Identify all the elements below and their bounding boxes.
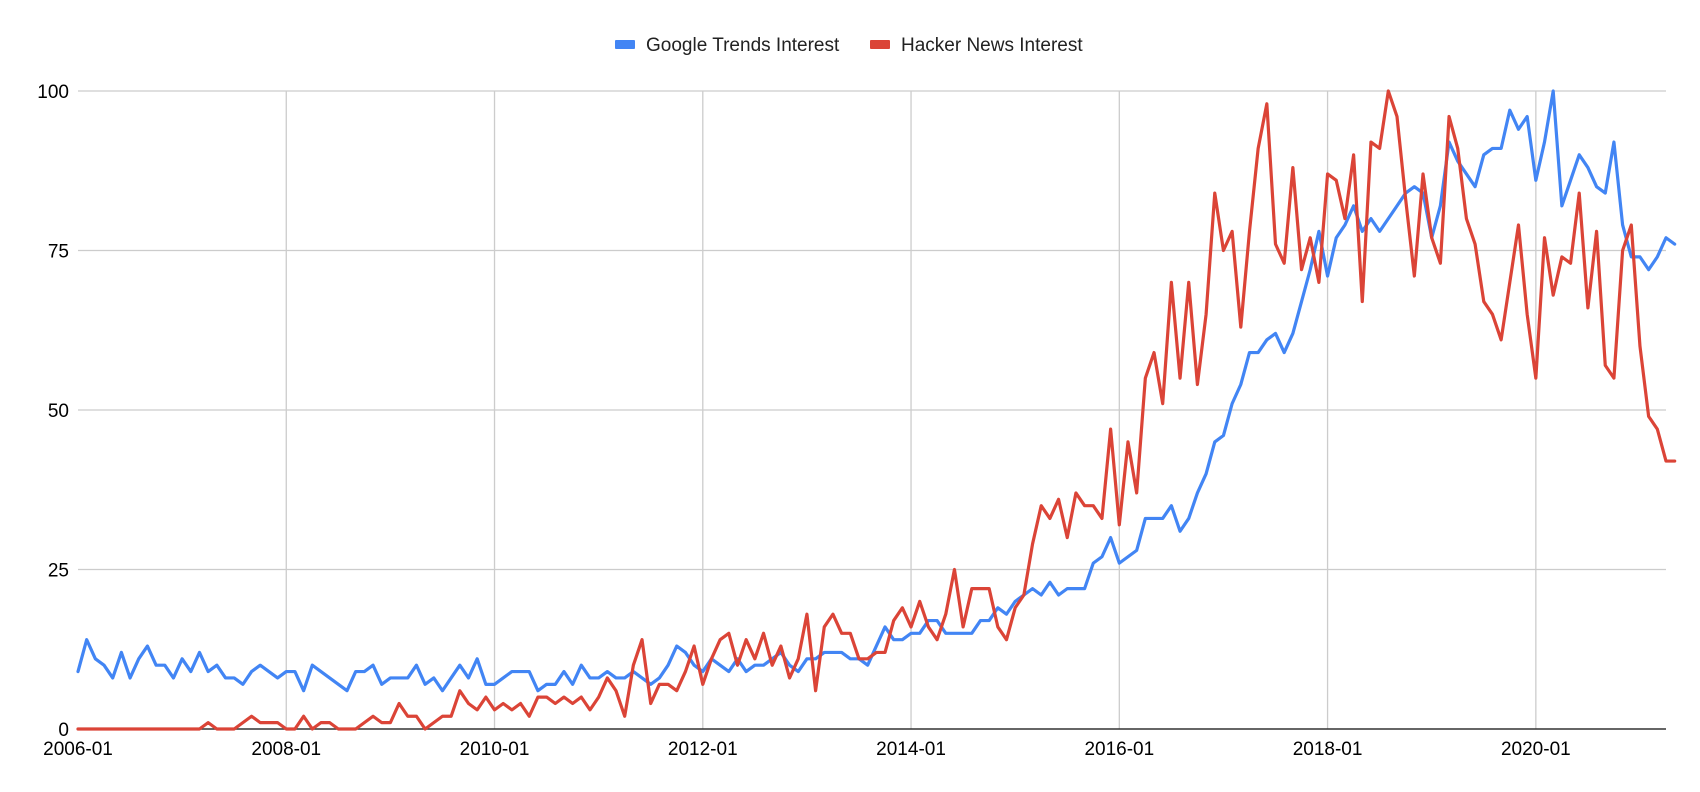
series-layer bbox=[76, 89, 1677, 731]
x-tick-label-2014-01: 2014-01 bbox=[876, 739, 946, 760]
y-tick-label-75: 75 bbox=[48, 242, 69, 263]
legend-label-google: Google Trends Interest bbox=[646, 35, 840, 56]
x-tick-label-2016-01: 2016-01 bbox=[1084, 739, 1154, 760]
legend-item-hacker-news[interactable]: Hacker News Interest bbox=[870, 35, 1083, 56]
x-tick-label-2010-01: 2010-01 bbox=[460, 739, 530, 760]
y-tick-label-25: 25 bbox=[48, 561, 69, 582]
x-tick-label-2012-01: 2012-01 bbox=[668, 739, 738, 760]
y-tick-label-50: 50 bbox=[48, 401, 69, 422]
y-tick-label-100: 100 bbox=[37, 82, 69, 103]
x-tick-label-2020-01: 2020-01 bbox=[1501, 739, 1571, 760]
x-tick-label-2008-01: 2008-01 bbox=[251, 739, 321, 760]
gridlines bbox=[78, 90, 1666, 729]
legend: Google Trends Interest Hacker News Inter… bbox=[615, 35, 1083, 56]
legend-swatch-hacker-news bbox=[870, 40, 890, 49]
tick-labels: 0 25 50 75 100 2006-01 2008-01 2010-01 2012-01 20… bbox=[37, 82, 1570, 760]
series-line-google-trends[interactable] bbox=[76, 89, 1677, 693]
y-tick-label-0: 0 bbox=[58, 720, 69, 741]
x-tick-label-2018-01: 2018-01 bbox=[1293, 739, 1363, 760]
legend-item-google[interactable]: Google Trends Interest bbox=[615, 35, 840, 56]
legend-label-hacker-news: Hacker News Interest bbox=[901, 35, 1083, 56]
series-line-hacker-news[interactable] bbox=[76, 89, 1677, 731]
x-tick-label-2006-01: 2006-01 bbox=[43, 739, 113, 760]
legend-swatch-google bbox=[615, 40, 635, 49]
